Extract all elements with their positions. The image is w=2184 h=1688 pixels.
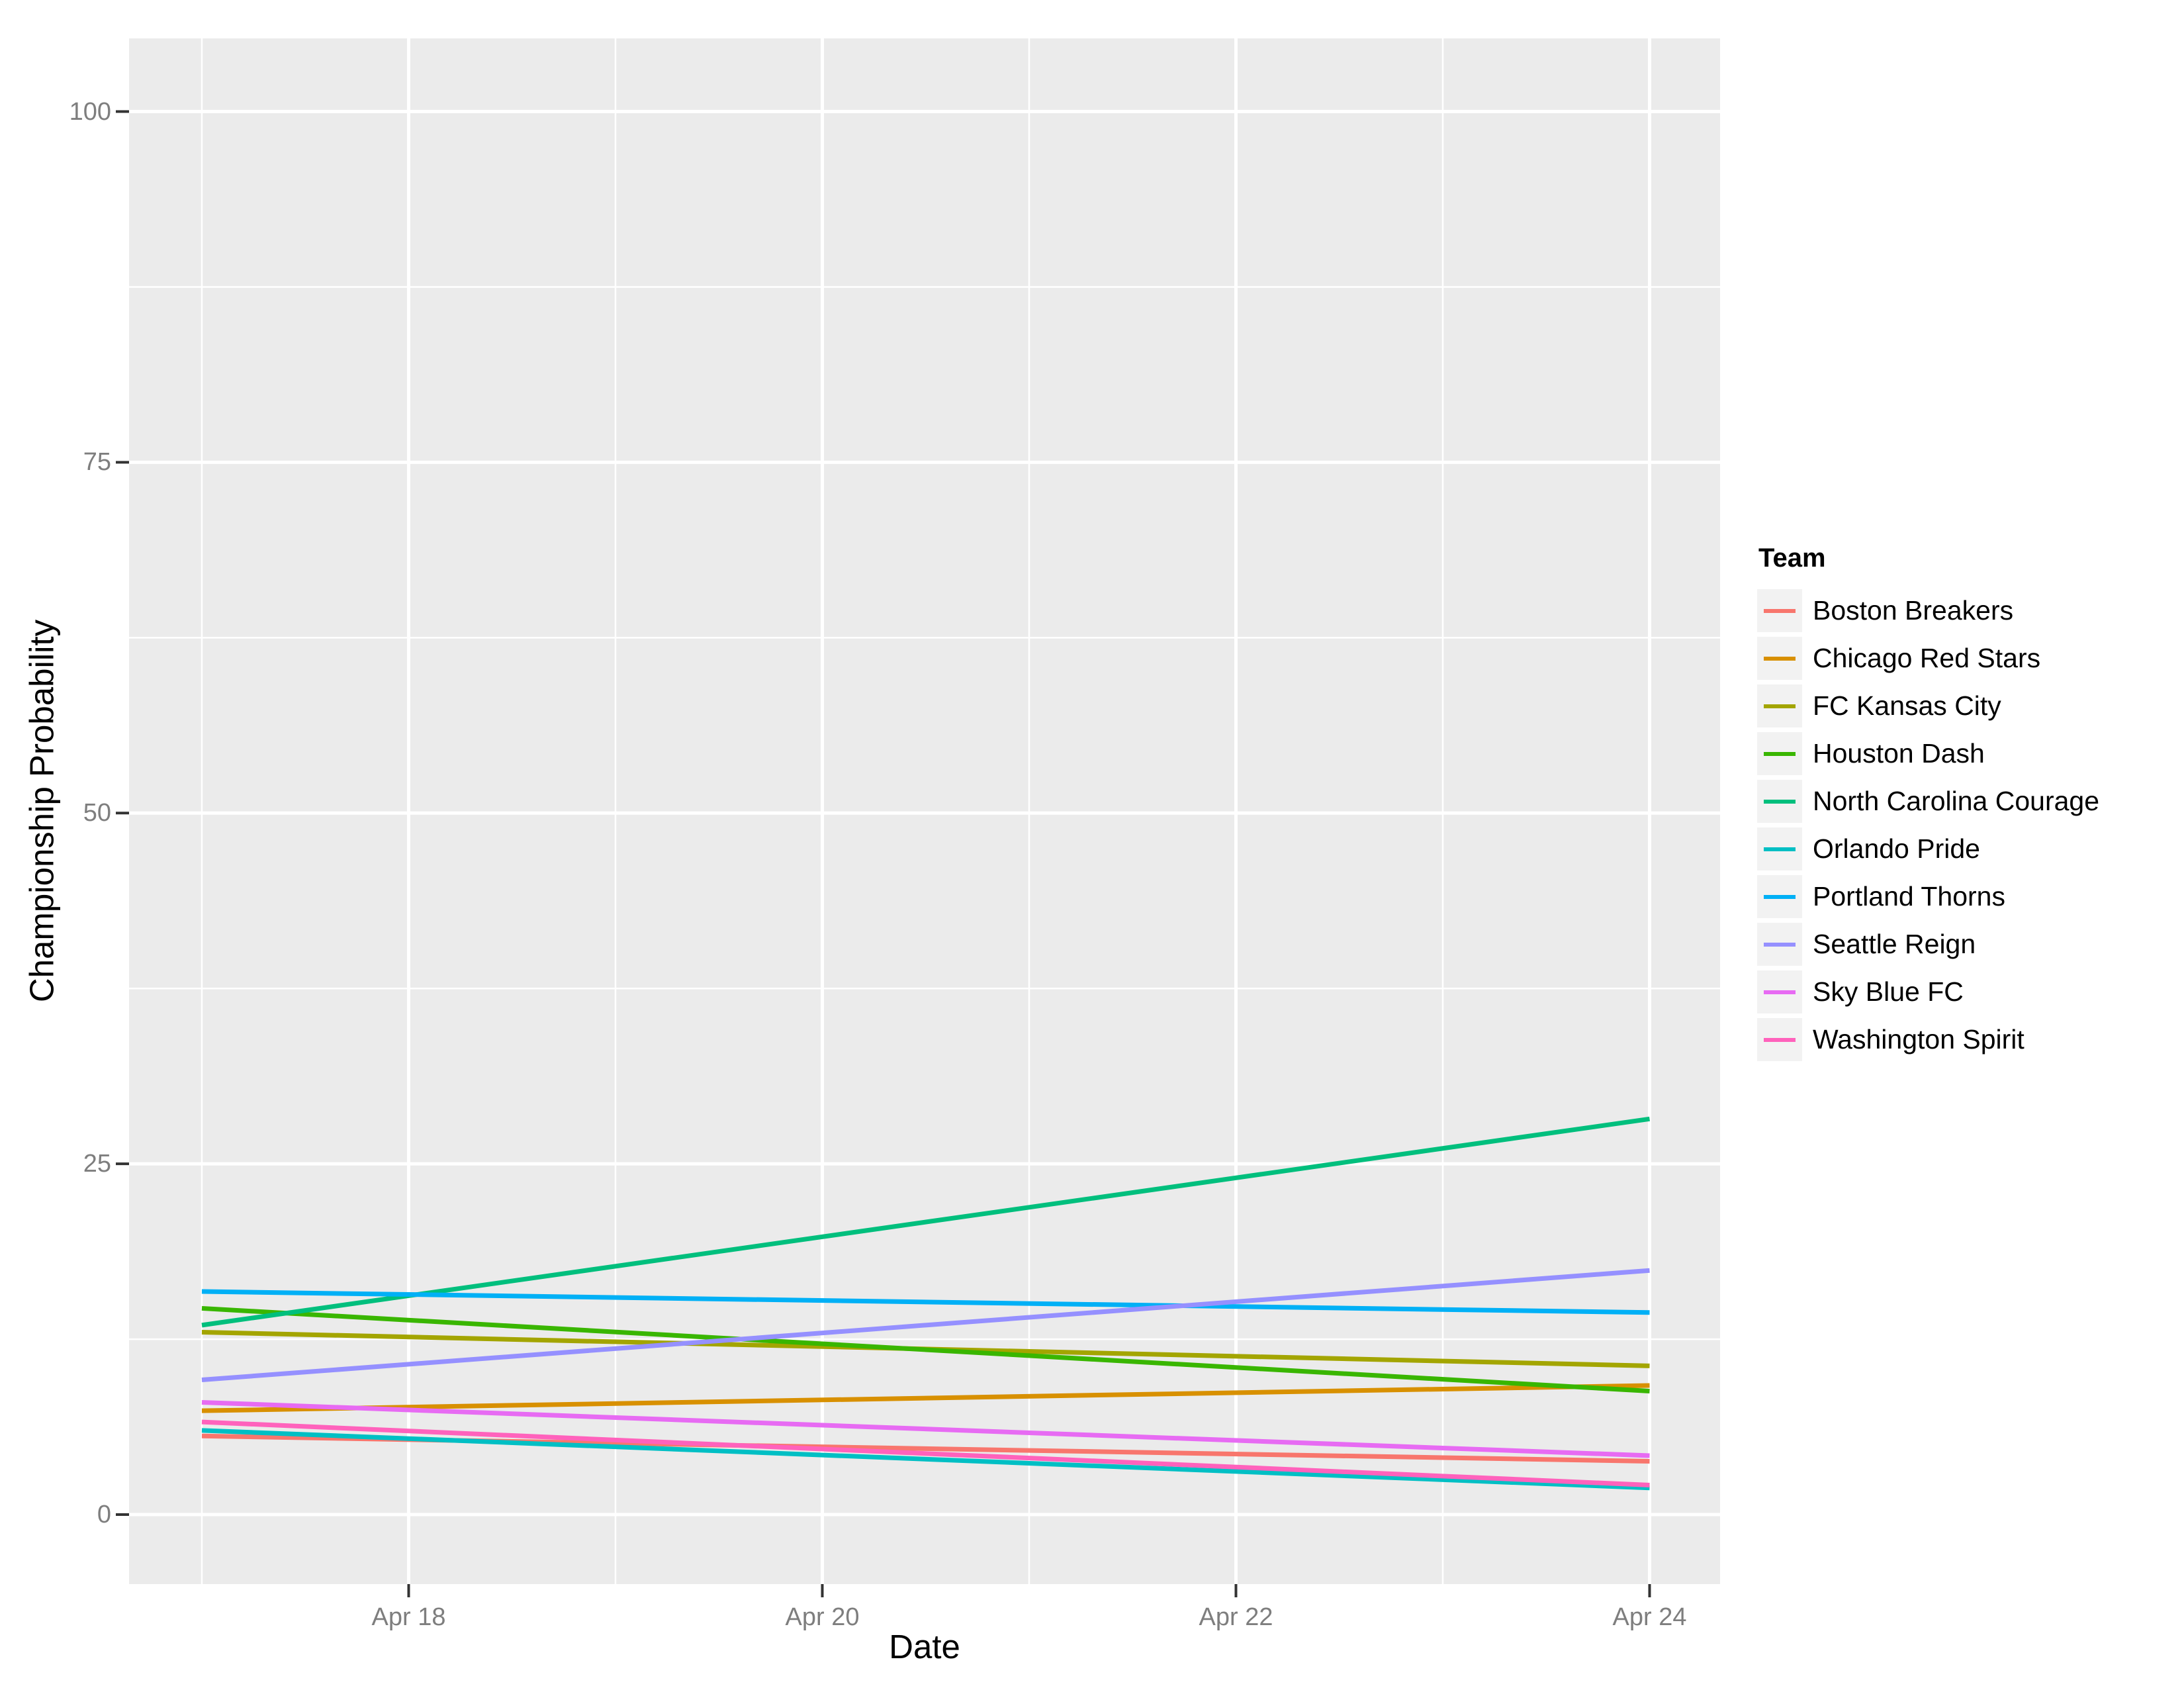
- x-tick-label: Apr 22: [1199, 1603, 1273, 1631]
- legend-key: [1757, 1018, 1802, 1061]
- legend-row: Portland Thorns: [1757, 875, 2099, 918]
- legend-key: [1757, 875, 1802, 918]
- legend-key: [1757, 970, 1802, 1013]
- legend-label: Portland Thorns: [1813, 881, 2005, 912]
- legend-row: Seattle Reign: [1757, 923, 2099, 966]
- x-tick-label: Apr 18: [371, 1603, 446, 1631]
- legend-label: Boston Breakers: [1813, 595, 2014, 626]
- legend-row: Chicago Red Stars: [1757, 637, 2099, 680]
- series-line-chicago-red-stars: [201, 1383, 1650, 1413]
- series-line-washington-spirit: [201, 1419, 1650, 1487]
- x-axis-title: Date: [889, 1628, 960, 1665]
- legend-label: FC Kansas City: [1813, 690, 2001, 721]
- legend-key: [1757, 780, 1802, 823]
- legend-swatch-line: [1764, 942, 1796, 947]
- y-axis-title: Championship Probability: [23, 619, 61, 1003]
- legend-row: Washington Spirit: [1757, 1018, 2099, 1061]
- legend-title: Team: [1758, 543, 1826, 573]
- legend-key: [1757, 589, 1802, 632]
- legend-key: [1757, 732, 1802, 775]
- legend-swatch-line: [1764, 990, 1796, 994]
- legend-row: Boston Breakers: [1757, 589, 2099, 632]
- series-line-seattle-reign: [201, 1268, 1650, 1383]
- legend-row: Orlando Pride: [1757, 827, 2099, 870]
- legend-key: [1757, 637, 1802, 680]
- legend-label: Orlando Pride: [1813, 833, 1980, 864]
- legend-rows: Boston Breakers Chicago Red Stars FC Kansa…: [1757, 589, 2099, 1061]
- legend-swatch-line: [1764, 751, 1796, 756]
- plot-panel: [129, 38, 1720, 1584]
- series-line-houston-dash: [201, 1305, 1650, 1393]
- x-tick-label: Apr 20: [785, 1603, 860, 1631]
- legend-key: [1757, 923, 1802, 966]
- legend-label: Sky Blue FC: [1813, 976, 1964, 1007]
- legend-label: Houston Dash: [1813, 738, 1985, 769]
- y-tick-label: 100: [69, 97, 111, 126]
- legend-label: Seattle Reign: [1813, 929, 1976, 959]
- x-tick-label: Apr 24: [1612, 1603, 1687, 1631]
- legend-swatch-line: [1764, 608, 1796, 613]
- legend-row: Houston Dash: [1757, 732, 2099, 775]
- legend-row: North Carolina Courage: [1757, 780, 2099, 823]
- legend-swatch-line: [1764, 847, 1796, 851]
- series-line-sky-blue-fc: [201, 1399, 1650, 1458]
- y-tick-label: 50: [83, 799, 111, 827]
- legend-key: [1757, 684, 1802, 727]
- legend-key: [1757, 827, 1802, 870]
- legend-label: North Carolina Courage: [1813, 786, 2100, 816]
- legend-swatch-line: [1764, 799, 1796, 804]
- y-tick-label: 25: [83, 1150, 111, 1178]
- legend-row: FC Kansas City: [1757, 684, 2099, 727]
- series-line-north-carolina-courage: [201, 1116, 1650, 1328]
- y-tick-label: 75: [83, 448, 111, 477]
- legend-swatch-line: [1764, 704, 1796, 708]
- legend-row: Sky Blue FC: [1757, 970, 2099, 1013]
- legend-label: Chicago Red Stars: [1813, 643, 2041, 673]
- series-line-portland-thorns: [201, 1289, 1650, 1315]
- legend-swatch-line: [1764, 894, 1796, 899]
- series-line-orlando-pride: [201, 1428, 1650, 1491]
- legend: Team Boston Breakers Chicago Red Stars FC …: [1757, 543, 2099, 1066]
- legend-swatch-line: [1764, 656, 1796, 661]
- legend-label: Washington Spirit: [1813, 1024, 2025, 1055]
- y-tick-label: 0: [97, 1501, 111, 1528]
- legend-swatch-line: [1764, 1037, 1796, 1042]
